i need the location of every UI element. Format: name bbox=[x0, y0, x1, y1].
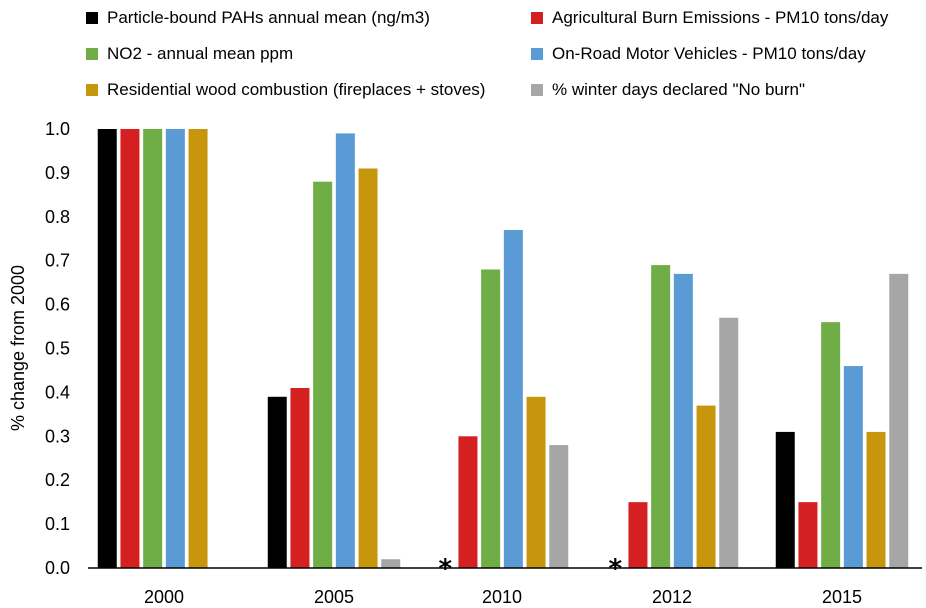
bar-2000-series-4 bbox=[188, 129, 208, 568]
legend-item-no2: NO2 - annual mean ppm bbox=[86, 44, 293, 64]
bar-2005-series-5 bbox=[381, 559, 401, 568]
bar-2015-series-5 bbox=[889, 273, 909, 568]
bar-2010-series-2 bbox=[481, 269, 501, 568]
y-tick-label: 0.5 bbox=[45, 339, 70, 359]
legend-item-pahs: Particle-bound PAHs annual mean (ng/m3) bbox=[86, 8, 430, 28]
x-tick-label: 2005 bbox=[314, 587, 354, 607]
x-tick-label: 2015 bbox=[822, 587, 862, 607]
y-tick-label: 0.8 bbox=[45, 207, 70, 227]
annotations-group: * * bbox=[438, 554, 622, 584]
bar-2010-series-1 bbox=[458, 436, 478, 568]
bar-2012-series-2 bbox=[651, 265, 671, 568]
legend-swatch-no2 bbox=[86, 48, 98, 60]
legend-swatch-onroad bbox=[531, 48, 543, 60]
legend-swatch-pahs bbox=[86, 12, 98, 24]
bar-2012-series-3 bbox=[673, 273, 693, 568]
bar-2005-series-0 bbox=[267, 396, 287, 568]
legend-label-no2: NO2 - annual mean ppm bbox=[107, 44, 294, 63]
bar-2005-series-4 bbox=[358, 168, 378, 568]
bar-2005-series-1 bbox=[290, 388, 310, 568]
y-tick-label: 0.2 bbox=[45, 470, 70, 490]
x-tick-label: 2000 bbox=[144, 587, 184, 607]
y-tick-label: 0.1 bbox=[45, 514, 70, 534]
bar-2010-series-4 bbox=[526, 396, 546, 568]
legend-item-agricultural: Agricultural Burn Emissions - PM10 tons/… bbox=[531, 8, 888, 28]
y-tick-label: 0.9 bbox=[45, 163, 70, 183]
y-axis-ticks: 0.0 0.1 0.2 0.3 0.4 0.5 0.6 0.7 0.8 0.9 1.0 bbox=[45, 119, 70, 578]
legend-label-agricultural: Agricultural Burn Emissions - PM10 tons/… bbox=[552, 8, 889, 27]
y-tick-label: 0.7 bbox=[45, 251, 70, 271]
legend-swatch-wood bbox=[86, 84, 98, 96]
bar-2012-series-1 bbox=[628, 502, 648, 568]
bar-2010-series-3 bbox=[503, 229, 523, 568]
bars-group bbox=[97, 129, 909, 568]
bar-2000-series-2 bbox=[143, 129, 163, 568]
bar-2000-series-0 bbox=[97, 129, 117, 568]
legend-swatch-agricultural bbox=[531, 12, 543, 24]
legend-label-wood: Residential wood combustion (fireplaces … bbox=[107, 80, 486, 99]
legend-item-noburn: % winter days declared "No burn" bbox=[531, 80, 805, 100]
annotation-asterisk: * bbox=[608, 554, 622, 584]
y-tick-label: 0.3 bbox=[45, 426, 70, 446]
annotation-asterisk: * bbox=[438, 554, 452, 584]
bar-2010-series-5 bbox=[549, 445, 569, 568]
bar-2000-series-3 bbox=[165, 129, 185, 568]
legend-label-pahs: Particle-bound PAHs annual mean (ng/m3) bbox=[107, 8, 430, 27]
bar-2015-series-4 bbox=[866, 431, 886, 568]
chart-legend: Particle-bound PAHs annual mean (ng/m3) … bbox=[0, 0, 926, 110]
bar-2005-series-2 bbox=[313, 181, 333, 568]
y-tick-label: 0.0 bbox=[45, 558, 70, 578]
bar-2012-series-4 bbox=[696, 405, 716, 568]
legend-item-onroad: On-Road Motor Vehicles - PM10 tons/day bbox=[531, 44, 866, 64]
bar-2000-series-1 bbox=[120, 129, 140, 568]
bar-2015-series-1 bbox=[798, 502, 818, 568]
bar-2015-series-0 bbox=[775, 431, 795, 568]
legend-swatch-noburn bbox=[531, 84, 543, 96]
y-tick-label: 1.0 bbox=[45, 119, 70, 139]
bar-2015-series-3 bbox=[843, 366, 863, 568]
y-tick-label: 0.6 bbox=[45, 295, 70, 315]
bar-2005-series-3 bbox=[335, 133, 355, 568]
bar-2015-series-2 bbox=[821, 322, 841, 568]
bar-2012-series-5 bbox=[719, 317, 739, 568]
legend-item-wood: Residential wood combustion (fireplaces … bbox=[86, 80, 485, 100]
x-tick-label: 2010 bbox=[482, 587, 522, 607]
x-axis-ticks: 2000 2005 2010 2012 2015 bbox=[144, 587, 862, 607]
y-tick-label: 0.4 bbox=[45, 382, 70, 402]
x-tick-label: 2012 bbox=[652, 587, 692, 607]
legend-label-onroad: On-Road Motor Vehicles - PM10 tons/day bbox=[552, 44, 866, 63]
y-axis-title: % change from 2000 bbox=[8, 265, 28, 431]
legend-label-noburn: % winter days declared "No burn" bbox=[552, 80, 806, 99]
